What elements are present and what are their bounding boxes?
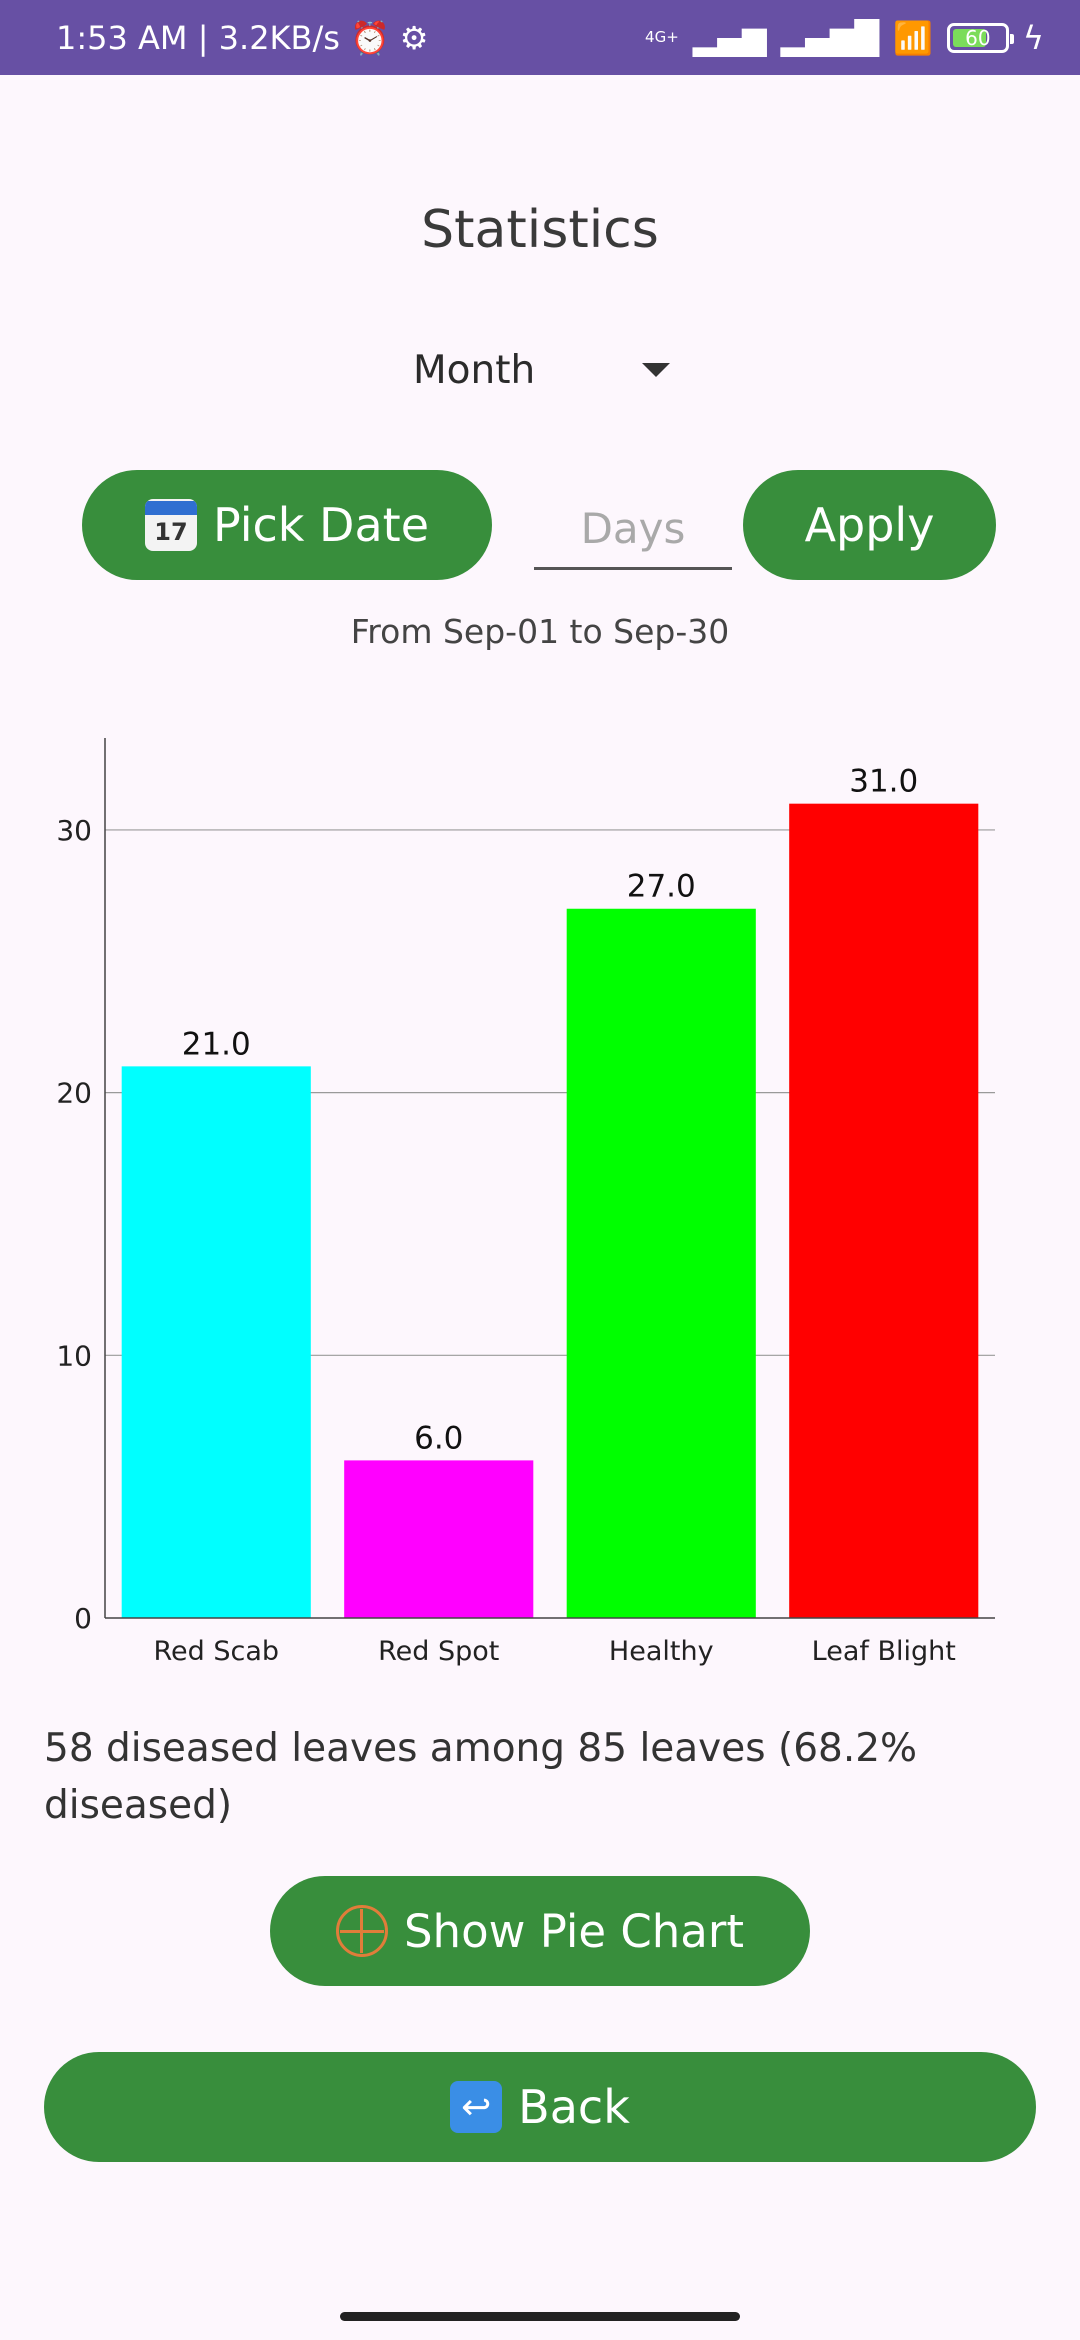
x-category-label: Red Spot xyxy=(378,1636,499,1667)
bar-value-label: 31.0 xyxy=(849,764,918,800)
network-type: 4G+ xyxy=(645,28,679,46)
home-indicator[interactable] xyxy=(340,2312,740,2321)
bar-value-label: 27.0 xyxy=(627,869,696,905)
date-range-text: From Sep-01 to Sep-30 xyxy=(350,612,730,651)
apply-button[interactable]: Apply xyxy=(743,470,996,580)
period-selected-value: Month xyxy=(413,347,536,393)
days-input[interactable] xyxy=(534,490,732,570)
bar-healthy xyxy=(566,908,756,1618)
wifi-icon: 📶 xyxy=(893,18,933,57)
y-tick-label: 30 xyxy=(56,814,92,847)
settings-gear-icon: ⚙ xyxy=(399,18,429,57)
back-button[interactable]: ↩ Back xyxy=(44,2052,1036,2162)
status-time: 1:53 AM | 3.2KB/s xyxy=(56,18,340,57)
charging-icon: ϟ xyxy=(1022,18,1044,57)
show-pie-chart-label: Show Pie Chart xyxy=(403,1904,745,1958)
y-tick-label: 20 xyxy=(56,1077,92,1110)
signal-icon: ▂▄▆ xyxy=(692,18,767,57)
calendar-icon: 17 xyxy=(144,499,197,551)
pick-date-label: Pick Date xyxy=(212,498,429,552)
page-title: Statistics xyxy=(421,200,659,260)
bar-value-label: 21.0 xyxy=(182,1026,251,1062)
apply-label: Apply xyxy=(804,498,935,552)
chevron-down-icon xyxy=(642,363,670,377)
pick-date-button[interactable]: 17 Pick Date xyxy=(82,470,492,580)
bar-leaf-blight xyxy=(789,803,979,1618)
return-arrow-icon: ↩ xyxy=(450,2081,503,2133)
bar-red-spot xyxy=(344,1460,534,1618)
y-tick-label: 0 xyxy=(74,1602,92,1635)
bar-value-label: 6.0 xyxy=(414,1420,463,1456)
back-label: Back xyxy=(518,2080,630,2134)
bar-chart: 0 10 20 30 21.0 Red Scab 6.0 Red Spot 27.0 Health… xyxy=(56,738,995,1667)
y-tick-label: 10 xyxy=(56,1339,92,1372)
alarm-icon: ⏰ xyxy=(349,18,390,57)
period-dropdown[interactable]: Month xyxy=(380,340,700,400)
x-category-label: Healthy xyxy=(609,1636,714,1667)
status-bar: 1:53 AM | 3.2KB/s ⏰ ⚙ 4G+ ▂▄▆ ▂▄▆█ 📶 60 … xyxy=(0,0,1080,75)
x-category-label: Leaf Blight xyxy=(812,1636,956,1667)
wheel-icon xyxy=(335,1905,388,1957)
signal-icon-2: ▂▄▆█ xyxy=(780,18,880,57)
battery-icon: 60 xyxy=(946,22,1014,53)
bar-red-scab xyxy=(121,1066,311,1618)
summary-text: 58 diseased leaves among 85 leaves (68.2… xyxy=(44,1726,918,1828)
x-category-label: Red Scab xyxy=(153,1636,279,1667)
show-pie-chart-button[interactable]: Show Pie Chart xyxy=(270,1876,810,1986)
